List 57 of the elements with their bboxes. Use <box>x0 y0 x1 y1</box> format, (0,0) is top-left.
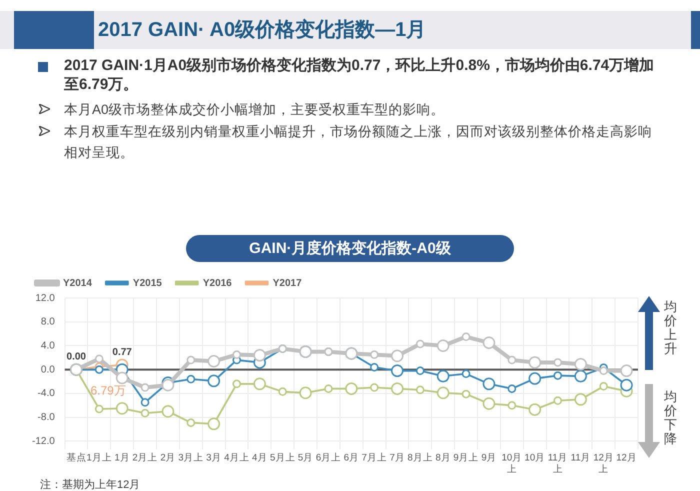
x-tick-label: 7月 <box>390 452 405 464</box>
x-tick-label: 8月上 <box>408 452 433 464</box>
x-tick-label: 4月上 <box>224 452 250 464</box>
x-tick-label: 3月上 <box>178 452 204 464</box>
x-tick-label: 12月上 <box>593 452 614 475</box>
data-label: 0.00 <box>66 351 86 362</box>
y-tick-label: 4.0 <box>40 340 56 352</box>
chart-title: 2017 GAIN· A0级价格变化指数—1月 <box>98 18 426 43</box>
x-tick-label: 3月 <box>206 452 222 464</box>
point <box>528 356 542 369</box>
x-tick-label: 7月上 <box>362 452 387 464</box>
x-tick-label: 11月上 <box>548 452 568 475</box>
x-tick-label: 2月 <box>160 452 176 464</box>
chart-subtitle: GAIN·月度价格变化指数-A0级 <box>186 235 514 262</box>
text: 本月A0级市场整体成交价小幅增加，主要受权重车型的影响。 <box>64 101 446 119</box>
point <box>574 358 587 370</box>
x-tick-label: 10月上 <box>502 452 522 475</box>
text: 2017 GAIN·1月A0级别市场价格变化指数为0.77，环比上升0.8%，市场均价由6.74万增加至6.79万。 <box>64 56 656 94</box>
x-tick-label: 11月 <box>570 452 591 464</box>
x-tick-label: 5月 <box>298 452 314 464</box>
text: 均价下降 <box>664 389 678 446</box>
legend-label: Y2017 <box>272 278 302 289</box>
y-tick-label: -8.0 <box>38 412 56 424</box>
legend-label: Y2016 <box>202 278 232 289</box>
x-tick-label: 1月上 <box>86 452 112 464</box>
text: 注：基期为上年12月 <box>40 478 140 491</box>
y-tick-label: 0.0 <box>40 364 56 376</box>
x-tick-label: 9月上 <box>453 452 479 464</box>
point <box>620 364 633 378</box>
legend-label: Y2014 <box>63 278 92 289</box>
text: 均价上升 <box>664 299 678 356</box>
text: 本月权重车型在级别内销量权重小幅提升，市场份额随之上涨，因而对该级别整体价格走高影响相对呈现。 <box>64 123 653 162</box>
point <box>391 350 404 362</box>
point <box>482 336 496 349</box>
y-tick-label: -12.0 <box>32 436 56 447</box>
x-tick-label: 4月 <box>252 452 268 464</box>
y-tick-label: 12.0 <box>35 292 56 304</box>
point <box>253 349 266 362</box>
x-tick-label: 6月 <box>344 452 360 464</box>
point <box>208 354 220 368</box>
y-tick-label: 8.0 <box>40 316 56 328</box>
y-tick-label: -4.0 <box>38 388 56 400</box>
x-tick-label: 10月 <box>524 452 546 464</box>
x-tick-label: 12月 <box>616 452 637 464</box>
x-tick-label: 1月 <box>114 452 130 464</box>
x-tick-label: 基点 <box>66 452 86 464</box>
legend-label: Y2015 <box>132 278 162 289</box>
annotation: 6.79万 <box>90 383 126 398</box>
x-tick-label: 9月 <box>481 452 497 464</box>
x-tick-label: 5月上 <box>270 452 296 464</box>
x-tick-label: 8月 <box>435 452 451 464</box>
x-tick-label: 2月上 <box>132 452 158 464</box>
data-label: 0.77 <box>112 346 132 358</box>
point <box>436 339 450 352</box>
x-tick-label: 6月上 <box>316 452 342 464</box>
point <box>162 378 174 392</box>
point <box>116 372 128 384</box>
